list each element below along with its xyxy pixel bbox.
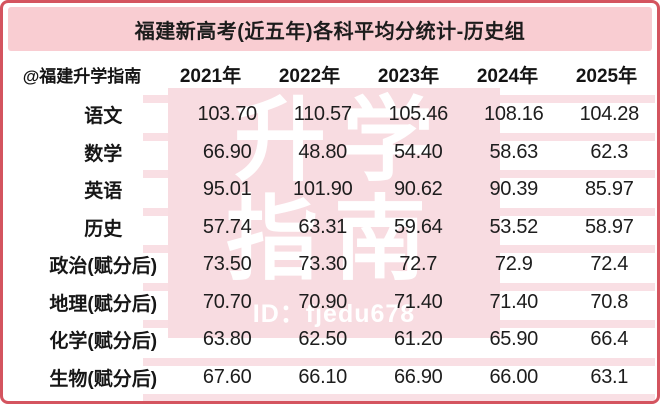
subject-cell: 语文 [84, 106, 123, 128]
table-row: 地理(赋分后) 70.70 70.90 71.40 71.40 70.8 [3, 284, 657, 322]
value-cell: 70.8 [590, 290, 629, 313]
value-cell: 66.90 [393, 365, 443, 388]
value-cell: 58.63 [489, 140, 539, 163]
value-cell: 71.40 [393, 290, 443, 313]
table-row: 语文 103.70 110.57 105.46 108.16 104.28 [3, 96, 657, 134]
year-header-cell: 2023年 [377, 66, 440, 87]
value-cell: 105.46 [388, 103, 449, 126]
table-row: 政治(赋分后) 73.50 73.30 72.7 72.9 72.4 [3, 246, 657, 284]
value-cell: 66.4 [590, 328, 629, 351]
value-cell: 95.01 [202, 178, 252, 201]
subject-cell: 地理(赋分后) [49, 293, 158, 315]
value-cell: 54.40 [393, 140, 443, 163]
value-cell: 53.52 [489, 215, 539, 238]
value-cell: 70.70 [202, 290, 252, 313]
table-row: 生物(赋分后) 67.60 66.10 66.90 66.00 63.1 [3, 359, 657, 397]
value-cell: 73.50 [202, 253, 252, 276]
year-header-cell: 2021年 [179, 66, 242, 87]
value-cell: 85.97 [584, 178, 634, 201]
table-row: 化学(赋分后) 63.80 62.50 61.20 65.90 66.4 [3, 321, 657, 359]
title-band: 福建新高考(近五年)各科平均分统计-历史组 [8, 7, 652, 51]
separator-stripe [143, 357, 655, 366]
value-cell: 61.20 [393, 328, 443, 351]
subject-cell: 生物(赋分后) [49, 368, 158, 390]
value-cell: 90.62 [393, 178, 443, 201]
year-header-cell: 2022年 [278, 66, 341, 87]
value-cell: 101.90 [293, 178, 353, 201]
table-row: 数学 66.90 48.80 54.40 58.63 62.3 [3, 134, 657, 172]
value-cell: 73.30 [298, 253, 347, 276]
table-header-row: @福建升学指南 2021年 2022年 2023年 2024年 2025年 [3, 53, 657, 96]
value-cell: 108.16 [484, 103, 544, 126]
value-cell: 66.00 [489, 365, 539, 388]
value-cell: 63.80 [202, 328, 252, 351]
subject-cell: 化学(赋分后) [49, 331, 158, 353]
value-cell: 104.28 [579, 103, 640, 126]
value-cell: 58.97 [584, 215, 634, 238]
subject-cell: 历史 [84, 218, 123, 240]
subject-cell: 英语 [84, 181, 123, 203]
year-header-cell: 2025年 [575, 66, 638, 87]
value-cell: 65.90 [489, 328, 539, 351]
value-cell: 110.57 [293, 103, 352, 126]
value-cell: 72.4 [590, 253, 629, 276]
value-cell: 62.50 [298, 328, 347, 351]
table-row: 英语 95.01 101.90 90.62 90.39 85.97 [3, 171, 657, 209]
separator-stripe [143, 394, 655, 401]
watermark: 升学 指南 ID：fjedu678 [168, 88, 500, 338]
table-rows: 语文 103.70 110.57 105.46 108.16 104.28 数学 66.… [3, 3, 657, 401]
value-cell: 90.39 [489, 178, 539, 201]
subject-cell: 数学 [84, 143, 123, 165]
value-cell: 70.90 [298, 290, 347, 313]
value-cell: 59.64 [393, 215, 443, 238]
table-row: 历史 57.74 63.31 59.64 53.52 58.97 [3, 209, 657, 247]
value-cell: 72.9 [494, 253, 533, 276]
value-cell: 71.40 [489, 290, 539, 313]
value-cell: 66.90 [202, 140, 252, 163]
value-cell: 62.3 [590, 140, 629, 163]
page-title: 福建新高考(近五年)各科平均分统计-历史组 [134, 20, 526, 43]
watermark-big-text: 升学 指南 [225, 90, 450, 291]
value-cell: 57.74 [202, 215, 252, 238]
value-cell: 48.80 [298, 140, 347, 163]
subject-cell: 政治(赋分后) [49, 256, 158, 278]
value-cell: 67.60 [202, 365, 252, 388]
value-cell: 103.70 [197, 103, 258, 126]
value-cell: 63.31 [298, 215, 347, 238]
corner-label: @福建升学指南 [22, 67, 142, 86]
value-cell: 72.7 [399, 253, 438, 276]
value-cell: 63.1 [590, 365, 629, 388]
year-header-cell: 2024年 [476, 66, 539, 87]
watermark-id-text: ID：fjedu678 [252, 300, 416, 328]
value-cell: 66.10 [298, 365, 347, 388]
